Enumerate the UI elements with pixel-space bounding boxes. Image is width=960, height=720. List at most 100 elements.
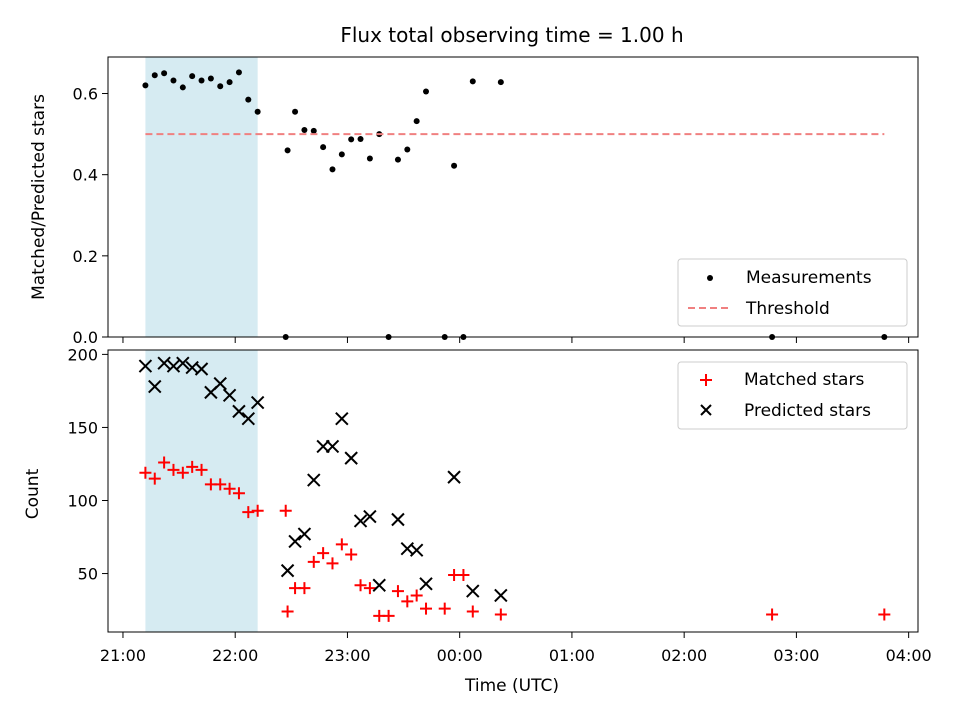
matched-point [494,608,507,621]
x-tick-label: 03:00 [773,646,819,665]
measurement-point [226,79,233,86]
predicted-point [363,509,377,524]
measurement-point [394,156,401,163]
matched-point [214,478,227,491]
predicted-point [307,473,321,487]
predicted-point [138,359,153,373]
predicted-point [391,512,405,527]
matched-point [307,555,320,568]
x-tick-label: 04:00 [886,646,932,665]
matched-point [410,589,423,602]
measurement-point [254,108,261,115]
matched-point [420,602,433,615]
predicted-point [335,411,349,426]
matched-point [457,569,470,582]
matched-point [251,504,264,517]
predicted-point [241,411,256,426]
matched-point [766,608,779,621]
measurement-point [161,70,168,77]
matched-point [345,548,358,561]
predicted-point [297,527,312,541]
predicted-point [232,404,246,419]
legend-label-matched: Matched stars [744,370,864,390]
measurement-point [245,96,252,103]
matched-point [148,472,161,485]
predicted-point [409,543,424,557]
matched-point [232,487,245,500]
count-legend: Matched stars Predicted stars [677,361,908,430]
measurement-point [198,77,205,84]
count-marks [138,356,891,622]
x-tick-label: 00:00 [437,646,483,665]
matched-point [438,602,451,615]
y-tick-label: 100 [67,491,98,510]
x-tick-label: 23:00 [324,646,370,665]
measurement-point [329,166,336,173]
legend-label-threshold: Threshold [745,299,830,319]
y-tick-label: 200 [67,345,98,364]
measurement-point [217,83,224,90]
matched-point [242,506,255,519]
predicted-point [213,376,227,391]
legend-box [677,258,908,327]
count-y-axis-label: Count [23,468,43,519]
matched-point [317,547,330,560]
measurement-point [338,151,345,158]
measurement-point [142,82,149,89]
predicted-point [222,388,237,403]
measurement-point [451,162,458,169]
legend-label-measurements: Measurements [746,268,872,288]
predicted-point [353,514,368,528]
matched-point [401,595,414,608]
predicted-point [466,584,480,598]
count-ticks: 50 100 150 200 21:00 22:00 23:00 00:00 01:00 02:0… [67,345,931,665]
matched-point [186,460,199,473]
x-tick-label: 01:00 [549,646,595,665]
measurement-point [413,118,420,125]
matched-point [281,605,294,618]
predicted-point [372,578,386,592]
predicted-point [250,395,265,410]
predicted-point [325,439,340,454]
shaded-interval [145,57,258,337]
matched-point [335,538,348,551]
predicted-point [494,588,508,603]
ratio-panel: 0.0 0.2 0.4 0.6 Flux total observing time =… [29,23,919,347]
matched-point [223,482,236,495]
matched-point [363,582,376,595]
y-tick-label: 50 [78,565,98,584]
ratio-marks [142,69,888,340]
legend-box [677,361,908,430]
matched-point [878,608,891,621]
measurement-point [292,108,299,115]
measurement-point [301,127,308,134]
matched-point [158,456,171,469]
chart-title: Flux total observing time = 1.00 h [340,23,683,47]
ratio-ticks: 0.0 0.2 0.4 0.6 [73,85,910,347]
predicted-point [148,379,162,394]
matched-point [391,585,404,598]
matched-point [167,463,180,476]
measurement-point [179,84,186,91]
legend-dot-marker [707,275,713,281]
matched-point [382,609,395,622]
matched-point [279,504,292,517]
measurement-point [207,75,214,82]
predicted-point [419,577,433,591]
measurement-point [469,78,476,85]
y-tick-label: 0.6 [73,85,98,104]
measurement-point [170,77,177,84]
ratio-legend: Measurements Threshold [677,258,908,327]
predicted-point [280,563,295,578]
predicted-point [288,534,302,549]
matched-point [354,579,367,592]
predicted-point [157,356,171,370]
measurement-point [497,79,504,86]
predicted-point [447,470,461,484]
measurement-point [357,135,364,142]
matched-point [466,605,479,618]
x-tick-label: 02:00 [661,646,707,665]
measurement-point [235,69,242,76]
